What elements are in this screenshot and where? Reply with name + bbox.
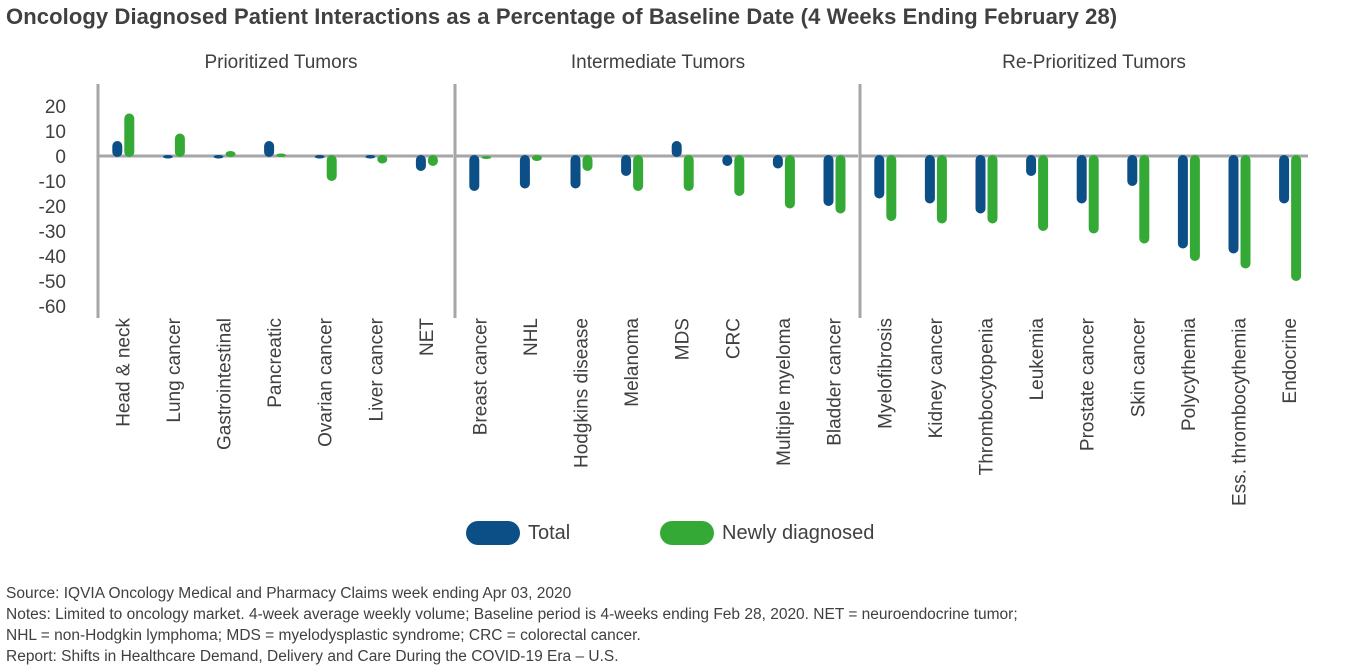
y-tick-label: 10 bbox=[45, 122, 66, 143]
legend-label-total: Total bbox=[528, 521, 571, 544]
bar-total bbox=[1279, 155, 1290, 204]
category-label: NHL bbox=[521, 318, 542, 356]
bar-total bbox=[1177, 155, 1188, 249]
group-header: Re-Prioritized Tumors bbox=[1002, 52, 1186, 73]
source-note: Source: IQVIA Oncology Medical and Pharm… bbox=[6, 585, 572, 602]
bar-total bbox=[1076, 155, 1087, 204]
bar-newly-diagnosed bbox=[582, 155, 593, 171]
bar-total bbox=[874, 155, 885, 199]
category-label: Breast cancer bbox=[470, 317, 491, 435]
bar-newly-diagnosed bbox=[225, 151, 236, 157]
y-tick-label: -10 bbox=[39, 172, 66, 193]
bar-newly-diagnosed bbox=[1240, 155, 1251, 269]
footnotes: Source: IQVIA Oncology Medical and Pharm… bbox=[6, 583, 1018, 667]
category-label: Polycythemia bbox=[1179, 318, 1200, 431]
bar-newly-diagnosed bbox=[377, 155, 388, 164]
bar-newly-diagnosed bbox=[835, 155, 846, 214]
legend-swatch-new bbox=[660, 521, 714, 545]
bar-total bbox=[314, 155, 325, 159]
bar-total bbox=[975, 155, 986, 214]
category-label: Ovarian cancer bbox=[316, 317, 337, 447]
category-label: Pancreatic bbox=[265, 318, 286, 408]
group-header: Prioritized Tumors bbox=[204, 52, 357, 73]
bar-total bbox=[415, 155, 426, 171]
category-label: Ess. thrombocythemia bbox=[1230, 318, 1251, 506]
category-label: NET bbox=[417, 318, 438, 356]
bar-total bbox=[264, 141, 275, 157]
group-header: Intermediate Tumors bbox=[571, 52, 745, 73]
bar-total bbox=[469, 155, 480, 191]
bar-newly-diagnosed bbox=[124, 113, 135, 157]
bar-newly-diagnosed bbox=[886, 155, 897, 221]
legend-label-new: Newly diagnosed bbox=[722, 521, 875, 544]
category-label: Endocrine bbox=[1280, 318, 1301, 404]
bar-total bbox=[823, 155, 834, 206]
category-label: Lung cancer bbox=[164, 317, 185, 422]
bar-total bbox=[1228, 155, 1239, 254]
y-tick-label: -20 bbox=[39, 197, 66, 218]
category-label: Myelofibrosis bbox=[875, 318, 896, 429]
bar-total bbox=[162, 155, 173, 159]
bar-total bbox=[519, 155, 530, 189]
category-label: Thrombocytopenia bbox=[977, 318, 998, 476]
bar-newly-diagnosed bbox=[1189, 155, 1200, 261]
bar-newly-diagnosed bbox=[531, 155, 542, 161]
bar-total bbox=[722, 155, 733, 166]
legend-item-new: Newly diagnosed bbox=[660, 521, 874, 545]
bar-total bbox=[1127, 155, 1138, 186]
bar-total bbox=[365, 155, 376, 159]
notes-line-2: NHL = non-Hodgkin lymphoma; MDS = myelod… bbox=[6, 627, 641, 644]
category-label: Head & neck bbox=[113, 318, 134, 427]
bar-newly-diagnosed bbox=[174, 133, 185, 157]
legend: Total Newly diagnosed bbox=[0, 521, 1352, 551]
bar-total bbox=[1026, 155, 1037, 176]
category-label: Bladder cancer bbox=[825, 317, 846, 445]
bar-newly-diagnosed bbox=[326, 155, 337, 181]
bar-total bbox=[112, 141, 123, 157]
category-label: Leukemia bbox=[1027, 318, 1048, 401]
y-tick-label: -50 bbox=[39, 272, 66, 293]
y-tick-label: -60 bbox=[39, 297, 66, 318]
category-label: Skin cancer bbox=[1128, 317, 1149, 417]
bar-total bbox=[671, 141, 682, 157]
bar-newly-diagnosed bbox=[1139, 155, 1150, 244]
report-note: Report: Shifts in Healthcare Demand, Del… bbox=[6, 648, 619, 665]
legend-swatch-total bbox=[466, 521, 520, 545]
chart-canvas: 20 10 0 -10 -20 -30 -40 -50 -60 Prioritized Tumor… bbox=[39, 52, 1308, 506]
bar-newly-diagnosed bbox=[734, 155, 745, 196]
category-label: Melanoma bbox=[622, 318, 643, 407]
category-label: Liver cancer bbox=[366, 317, 387, 421]
category-label: Hodgkins disease bbox=[572, 318, 593, 468]
legend-item-total: Total bbox=[466, 521, 570, 545]
bar-newly-diagnosed bbox=[276, 153, 287, 157]
notes-line-1: Notes: Limited to oncology market. 4-wee… bbox=[6, 606, 1018, 623]
chart-title: Oncology Diagnosed Patient Interactions … bbox=[6, 4, 1118, 29]
bar-total bbox=[924, 155, 935, 204]
category-label: Prostate cancer bbox=[1078, 317, 1099, 451]
y-tick-label: 20 bbox=[45, 97, 66, 118]
y-tick-label: -40 bbox=[39, 247, 66, 268]
bar-newly-diagnosed bbox=[1291, 155, 1302, 281]
category-label: Multiple myeloma bbox=[774, 318, 795, 466]
y-tick-label: -30 bbox=[39, 222, 66, 243]
bar-newly-diagnosed bbox=[784, 155, 795, 209]
y-tick-label: 0 bbox=[55, 147, 66, 168]
bar-total bbox=[570, 155, 581, 189]
category-label: CRC bbox=[723, 318, 744, 359]
category-label: Kidney cancer bbox=[926, 317, 947, 438]
bar-newly-diagnosed bbox=[481, 156, 492, 159]
bar-newly-diagnosed bbox=[633, 155, 644, 191]
bar-total bbox=[621, 155, 632, 176]
bar-total bbox=[213, 155, 224, 159]
bar-total bbox=[772, 155, 783, 169]
bar-newly-diagnosed bbox=[987, 155, 998, 224]
bar-newly-diagnosed bbox=[936, 155, 947, 224]
bar-newly-diagnosed bbox=[1088, 155, 1099, 234]
category-label: MDS bbox=[673, 318, 694, 360]
bar-newly-diagnosed bbox=[683, 155, 694, 191]
bar-newly-diagnosed bbox=[1038, 155, 1049, 231]
category-label: Gastrointestinal bbox=[215, 318, 236, 450]
bar-newly-diagnosed bbox=[427, 155, 438, 166]
